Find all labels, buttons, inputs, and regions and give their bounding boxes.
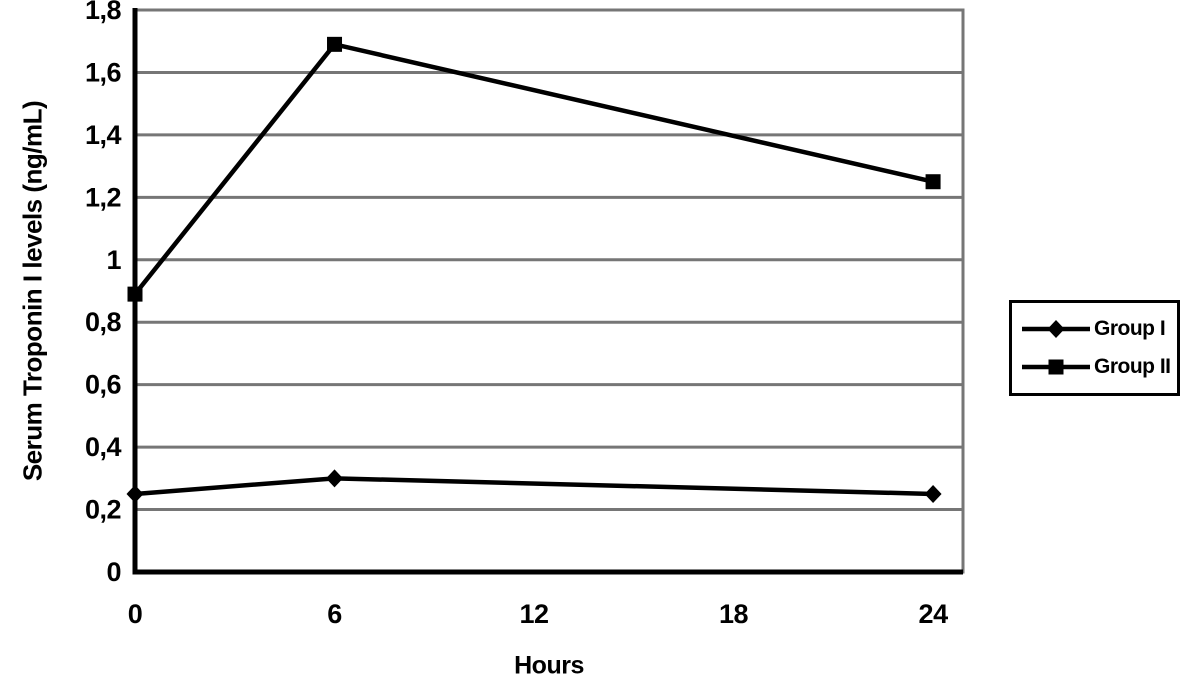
x-tick-label: 12 [520,599,549,629]
x-tick-label: 24 [919,599,949,629]
x-tick-label: 18 [719,599,749,629]
x-tick-label: 6 [327,599,342,629]
y-tick-label: 1 [106,245,121,275]
data-point-marker [126,484,144,503]
y-tick-label: 0,4 [85,432,122,462]
y-tick-label: 0,2 [85,495,121,525]
series-line-group-i [134,476,934,497]
y-tick-label: 0,6 [85,370,122,400]
data-point-marker [327,36,343,52]
y-tick-label: 0 [106,557,121,587]
legend-marker [1048,359,1064,375]
y-tick-label: 0,8 [85,307,122,337]
data-point-marker [127,286,143,302]
x-tick-label: 0 [128,599,143,629]
y-tick-label: 1,4 [85,120,122,150]
series-line-group-ii [133,41,934,296]
legend-item-group-ii: Group II [1020,355,1177,379]
y-tick-label: 1,8 [85,0,122,25]
y-tick-label: 1,6 [85,57,122,87]
square-marker-icon [1022,359,1090,375]
data-point-marker [326,469,344,488]
data-point-marker [924,484,942,503]
legend-label-group-ii: Group II [1094,355,1171,378]
data-point-marker [925,174,941,190]
legend-marker [1047,320,1065,338]
legend-box: Group I Group II [1009,300,1180,396]
legend-label-group-i: Group I [1094,317,1166,340]
y-axis-title: Serum Troponin I levels (ng/mL) [17,100,48,482]
legend-item-group-i: Group I [1020,317,1177,341]
x-axis-title: Hours [514,651,584,680]
diamond-marker-icon [1022,320,1090,338]
y-tick-label: 1,2 [85,182,121,212]
